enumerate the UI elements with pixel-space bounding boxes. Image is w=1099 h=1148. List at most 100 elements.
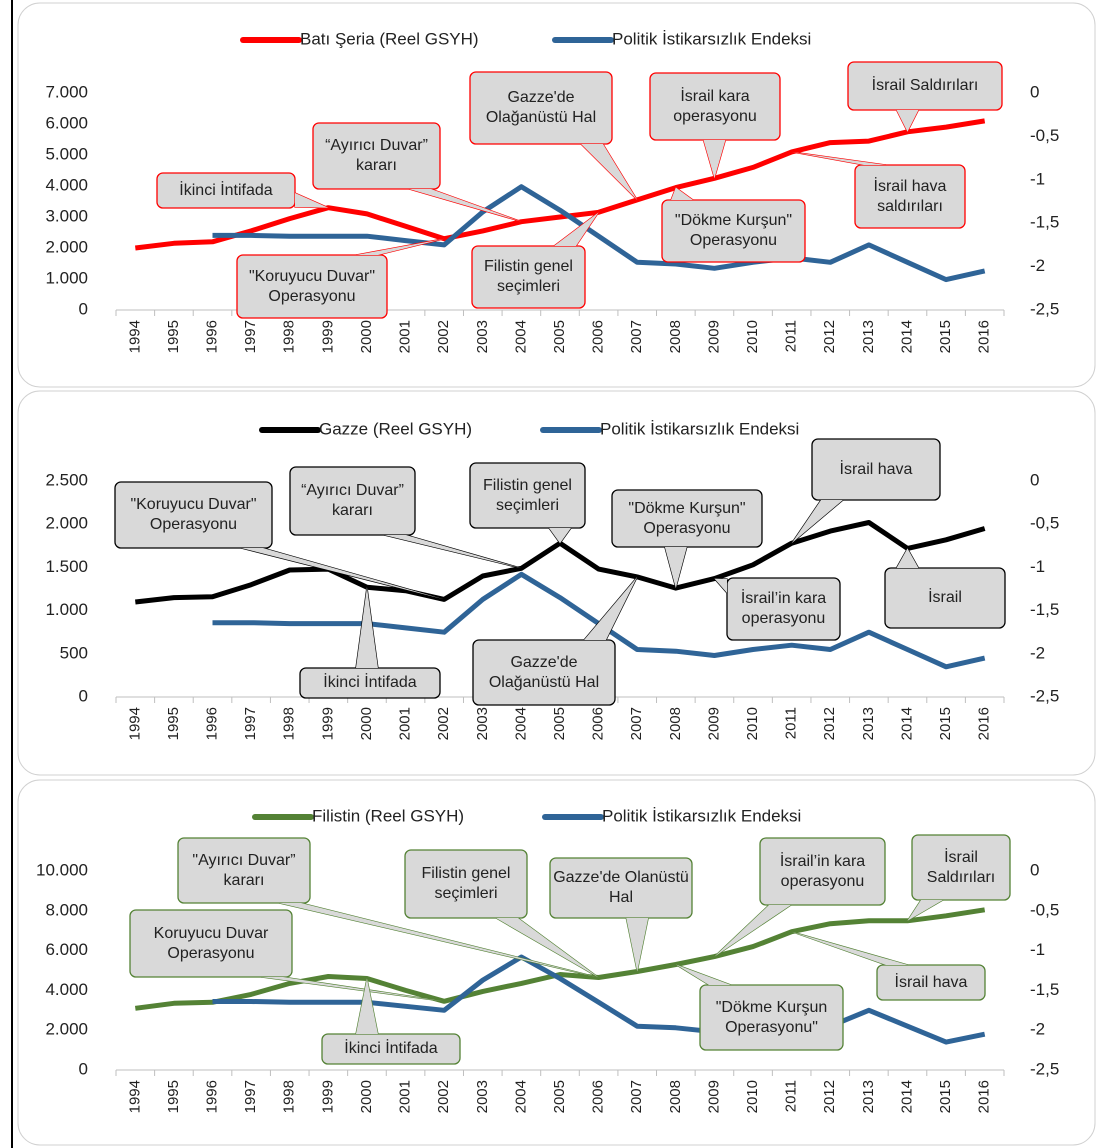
x-tick-label: 1998 [281, 1080, 298, 1113]
annotation: "Ayırıcı Duvar” kararı [192, 851, 296, 889]
annotation: İkinci İntifada [179, 181, 273, 199]
x-tick-label: 2008 [667, 707, 684, 740]
y-tick-label: 2.500 [45, 470, 88, 489]
annotation: İsrail Saldırıları [871, 77, 979, 94]
x-tick-label: 1999 [319, 1080, 336, 1113]
callout-joint [295, 193, 329, 208]
y-tick-label: -1,5 [1030, 980, 1059, 999]
x-tick-label: 2014 [898, 320, 915, 353]
x-tick-label: 1996 [203, 1080, 220, 1113]
x-tick-label: 2012 [821, 1080, 838, 1113]
y-tick-label: 500 [60, 643, 88, 662]
x-tick-label: 1995 [165, 320, 182, 353]
callout-box [321, 1033, 461, 1065]
annotation: İsrail’in kara operasyonu [779, 852, 866, 890]
panel [17, 779, 1096, 1146]
x-tick-label: 2011 [783, 320, 800, 352]
x-tick-label: 2001 [397, 320, 414, 353]
series-line [212, 954, 986, 1045]
y-tick-label: -1 [1030, 940, 1045, 959]
callout-joint [241, 548, 445, 600]
x-tick-label: 2007 [628, 320, 645, 353]
x-tick-label: 2011 [783, 707, 800, 739]
x-tick-label: 1999 [319, 707, 336, 740]
annotation: İsrail [928, 589, 962, 606]
y-tick-label: 4.000 [45, 980, 88, 999]
annotation: Filistin genel seçimleri [421, 865, 511, 902]
annotation: “Ayırıcı Duvar” kararı [325, 137, 428, 174]
annotation: "Dökme Kurşun" Operasyonu [628, 499, 746, 537]
callout-joint [355, 978, 378, 1034]
x-tick-label: 2013 [860, 1080, 877, 1113]
x-tick-label: 2006 [590, 707, 607, 740]
y-tick-label: -1,5 [1030, 600, 1059, 619]
callout-box [911, 834, 1011, 901]
panel [17, 390, 1096, 776]
annotation: Filistin genel seçimleri [484, 258, 573, 295]
y-tick-label: 0 [79, 686, 88, 705]
callout-box [404, 849, 528, 919]
callout-box [854, 164, 966, 229]
x-tick-label: 2014 [898, 1080, 915, 1113]
annotation: Filistin genel seçimleri [483, 476, 572, 514]
x-tick-label: 2016 [976, 320, 993, 353]
x-tick-label: 2002 [435, 707, 452, 740]
callout-box [726, 577, 841, 641]
x-tick-label: 2007 [628, 707, 645, 740]
annotation: İkinci İntifada [323, 674, 417, 691]
x-tick-label: 2004 [512, 1080, 529, 1113]
y-tick-label: 0 [1030, 82, 1039, 101]
y-tick-label: 2.000 [45, 514, 88, 533]
y-tick-label: 1.000 [45, 600, 88, 619]
x-tick-label: 1995 [165, 1080, 182, 1113]
legend-label: Politik İstikarsızlık Endeksi [612, 29, 811, 48]
y-tick-label: 6.000 [45, 113, 88, 132]
y-tick-label: 3.000 [45, 206, 88, 225]
x-tick-label: 2000 [358, 707, 375, 740]
annotation: "Koruyucu Duvar" Operasyonu [130, 496, 257, 533]
x-tick-label: 2015 [937, 320, 954, 353]
annotation: İsrail hava saldırıları [873, 177, 947, 215]
y-tick-label: -0,5 [1030, 900, 1059, 919]
annotation: “Ayırıcı Duvar” kararı [301, 482, 404, 519]
callout-joint [714, 578, 727, 593]
y-tick-label: 10.000 [36, 860, 88, 879]
x-tick-label: 1994 [126, 1080, 143, 1113]
x-tick-label: 2000 [358, 1080, 375, 1113]
annotation: İkinci İntifada [344, 1040, 438, 1057]
callout-box [469, 71, 613, 145]
callout-box [759, 837, 886, 906]
y-tick-label: -2,5 [1030, 1059, 1059, 1078]
callout-box [811, 438, 941, 501]
annotation: İsrail hava [894, 973, 968, 991]
callout-joint [581, 144, 638, 200]
y-tick-label: 4.000 [45, 175, 88, 194]
callout-joint [496, 918, 599, 978]
callout-joint [549, 528, 571, 544]
callout-box [549, 857, 693, 919]
callout-joint [626, 918, 649, 972]
callout-joint [791, 151, 886, 165]
annotation: İsrail’in kara operasyonu [740, 590, 827, 627]
callout-box [289, 466, 416, 536]
callout-box [114, 481, 273, 549]
annotation: İsrail hava [839, 460, 913, 478]
y-tick-label: -0,5 [1030, 126, 1059, 145]
x-tick-label: 2007 [628, 1080, 645, 1113]
y-tick-label: -2 [1030, 1020, 1045, 1039]
callout-box [611, 489, 763, 548]
x-tick-label: 1999 [319, 320, 336, 353]
y-tick-label: 1.500 [45, 557, 88, 576]
callout-joint [896, 548, 919, 568]
x-tick-label: 2001 [397, 1080, 414, 1113]
x-tick-label: 2003 [474, 1080, 491, 1113]
y-tick-label: -2,5 [1030, 686, 1059, 705]
callout-joint [714, 905, 791, 957]
callout-joint [907, 900, 943, 921]
y-tick-label: -2,5 [1030, 299, 1059, 318]
x-tick-label: 2010 [744, 320, 761, 353]
callout-joint [584, 576, 638, 640]
x-tick-label: 2015 [937, 1080, 954, 1113]
annotation: Gazze'de Olağanüstü Hal [485, 89, 597, 126]
